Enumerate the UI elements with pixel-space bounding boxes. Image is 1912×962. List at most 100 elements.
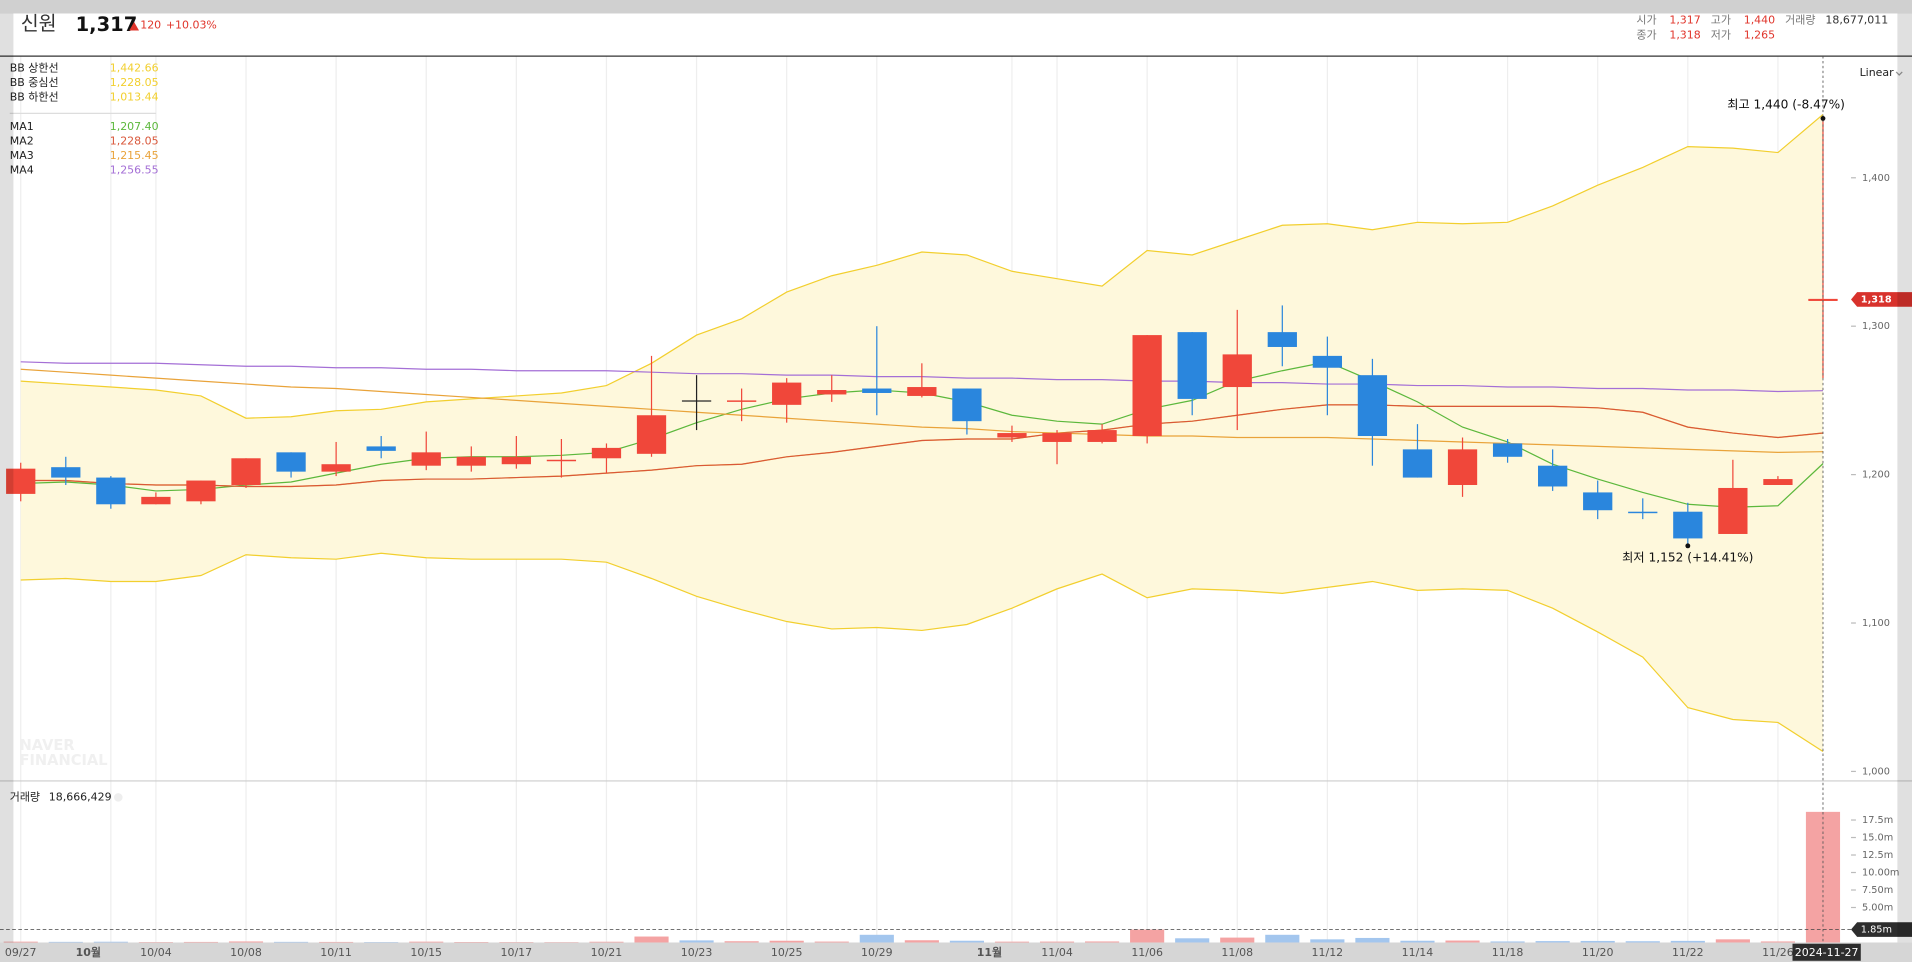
watermark: FINANCIAL [20, 752, 108, 769]
overlay: BB 상한선 1,442.66 BB 중심선 1,228.05 BB 하한선 1,013.… [0, 61, 1912, 959]
up-arrow [129, 21, 140, 31]
high-marker [1820, 115, 1826, 121]
low-marker [1685, 543, 1691, 549]
watermark: NAVER [20, 737, 75, 754]
price-marker-label: 1,318 [1861, 294, 1892, 305]
candle-body [1132, 335, 1162, 437]
candle-body [141, 496, 171, 505]
volume-bar [1355, 937, 1390, 943]
x-tick-label: 11/26 [1762, 946, 1794, 959]
x-tick-label: 10/15 [410, 946, 442, 959]
volume-bar [319, 941, 354, 943]
candle-body [1312, 355, 1342, 368]
volume-bar [1490, 941, 1525, 943]
volume-marker-box [1851, 922, 1912, 937]
volume-bar [1400, 940, 1435, 943]
candle-body [1267, 332, 1297, 347]
x-tick-label: 10/04 [140, 946, 172, 959]
x-tick-label: 10월 [76, 945, 101, 959]
candle-body [1402, 449, 1433, 478]
volume-bar [814, 941, 849, 943]
volume-marker-label: 1.85m [1861, 925, 1892, 936]
legend-value: 1,013.44 [110, 91, 159, 104]
volume-bar [904, 940, 939, 943]
x-tick-label: 10/08 [230, 946, 262, 959]
volume-bar [273, 941, 309, 943]
scale-chevron[interactable] [1895, 71, 1903, 76]
stat-value: 1,440 [1744, 14, 1775, 27]
candle-body [862, 388, 892, 393]
x-tick-label: 10/21 [591, 946, 623, 959]
volume-bar [724, 941, 759, 943]
candle-body [411, 452, 441, 466]
indicator-line [20, 368, 1823, 453]
candle-body [51, 467, 81, 478]
legend-name: MA3 [10, 149, 34, 162]
stat-value: 1,265 [1744, 28, 1775, 41]
x-tick-label: 10/17 [501, 946, 533, 959]
indicator-line [20, 552, 1824, 752]
candle-body [1357, 375, 1388, 437]
candle-body [772, 382, 802, 405]
volume-bar [679, 940, 714, 943]
candle-body [321, 464, 351, 472]
volume-bar [1175, 938, 1210, 943]
stat-label: 저가 [1711, 28, 1731, 41]
candle-body [681, 400, 712, 402]
volume-bar [183, 941, 219, 943]
volume-bar [634, 936, 669, 943]
volume-bar [859, 934, 894, 943]
x-axis-bar [0, 942, 1912, 962]
candle-body [726, 400, 757, 402]
volume-bar [1715, 939, 1750, 943]
candle-body [276, 452, 306, 472]
candle-body [1042, 433, 1072, 442]
volume-bar [1085, 941, 1120, 943]
volume-bar [1310, 939, 1345, 943]
stat-label: 고가 [1711, 14, 1731, 27]
y-tick-label: 7.50m [1862, 885, 1893, 896]
volume-bar [1130, 929, 1165, 943]
crosshair-date-box [1792, 943, 1861, 961]
volume-bar [1625, 941, 1660, 943]
volume-bar [409, 941, 444, 943]
volume-bar [1535, 941, 1570, 943]
x-tick-label: 11/04 [1041, 946, 1073, 959]
scale-menu[interactable]: Linear [1860, 66, 1895, 79]
volume-bar [1039, 941, 1075, 943]
volume-bar [994, 941, 1030, 943]
candle-body [546, 459, 577, 462]
volume-bar [1220, 937, 1255, 943]
candle-body [907, 387, 937, 396]
legend-name: BB 상한선 [10, 61, 59, 74]
legend-name: MA1 [10, 120, 34, 133]
candle-body [1538, 465, 1568, 487]
candle-body [636, 415, 667, 454]
candle-body [591, 447, 622, 459]
volume-bar [1580, 940, 1615, 943]
y-tick-label: 1,100 [1862, 618, 1890, 629]
volume-title: 거래량 [10, 790, 40, 803]
stock-price: 1,317 [76, 13, 138, 36]
bollinger-band [20, 114, 1823, 752]
volume-bar [1760, 941, 1795, 943]
legend-name: BB 중심선 [10, 76, 59, 89]
stat-label: 종가 [1636, 28, 1656, 41]
frame [0, 0, 1912, 14]
x-tick-label: 11월 [977, 945, 1002, 959]
candle-body [1177, 332, 1207, 399]
volume-title-value: 18,666,429 [49, 790, 112, 803]
legend-name: MA2 [10, 134, 34, 147]
high-annotation: 최고 1,440 (-8.47%) [1727, 98, 1845, 112]
volume-close [114, 793, 123, 802]
legend-value: 1,228.05 [110, 76, 159, 89]
volume-bar [228, 941, 264, 943]
stat-value: 1,317 [1669, 14, 1700, 27]
candle-body [96, 477, 126, 505]
indicator-line [20, 114, 1824, 419]
candle-body [1673, 511, 1703, 539]
candle-body [1583, 492, 1613, 511]
volume-bar [949, 940, 984, 943]
candle-body [817, 390, 847, 395]
